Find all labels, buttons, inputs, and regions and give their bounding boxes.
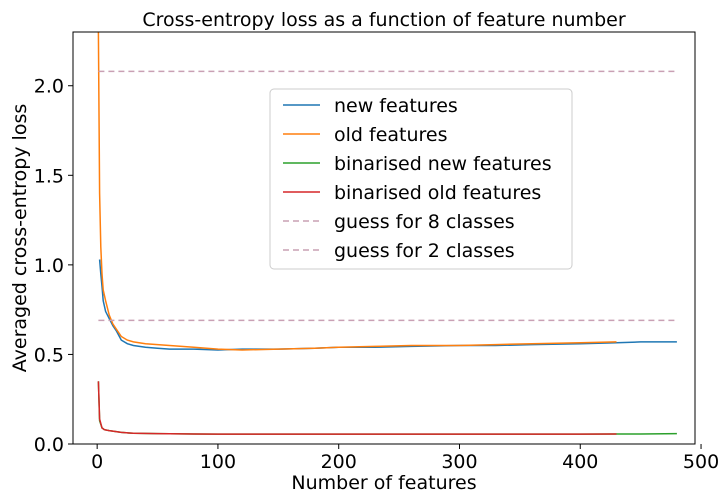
x-axis: 0 100 200 300 400 500 — [91, 444, 719, 473]
x-tick-label: 200 — [321, 451, 357, 473]
x-axis-label: Number of features — [291, 472, 476, 494]
y-tick-label: 0.5 — [34, 344, 64, 366]
plot-marks — [97, 31, 677, 435]
x-tick-label: 500 — [683, 451, 719, 473]
legend-frame — [269, 88, 573, 270]
legend-label: guess for 2 classes — [334, 240, 515, 262]
legend-label: binarised new features — [334, 153, 552, 175]
y-tick-label: 0.0 — [34, 434, 64, 456]
legend-label: old features — [334, 124, 448, 146]
legend-label: new features — [334, 95, 458, 117]
x-tick-label: 0 — [91, 451, 103, 473]
legend-label: binarised old features — [334, 182, 541, 204]
y-axis-label: Averaged cross-entropy loss — [9, 104, 31, 373]
legend-label: guess for 8 classes — [334, 211, 515, 233]
x-tick-label: 400 — [562, 451, 598, 473]
y-tick-label: 2.0 — [34, 76, 64, 98]
chart-title: Cross-entropy loss as a function of feat… — [142, 9, 625, 31]
y-axis: 0.0 0.5 1.0 1.5 2.0 — [34, 76, 73, 456]
legend: new features old features binarised new fe… — [269, 88, 573, 270]
plot-area-frame — [72, 31, 696, 445]
series-line-new-features — [98, 259, 677, 351]
x-tick-label: 100 — [200, 451, 236, 473]
x-tick-label: 300 — [441, 451, 477, 473]
series-line-binarised-new-features — [97, 381, 677, 435]
y-tick-label: 1.0 — [34, 255, 64, 277]
series-line-old-features — [97, 31, 617, 351]
series-line-binarised-old-features — [97, 381, 617, 435]
y-tick-label: 1.5 — [34, 165, 64, 187]
